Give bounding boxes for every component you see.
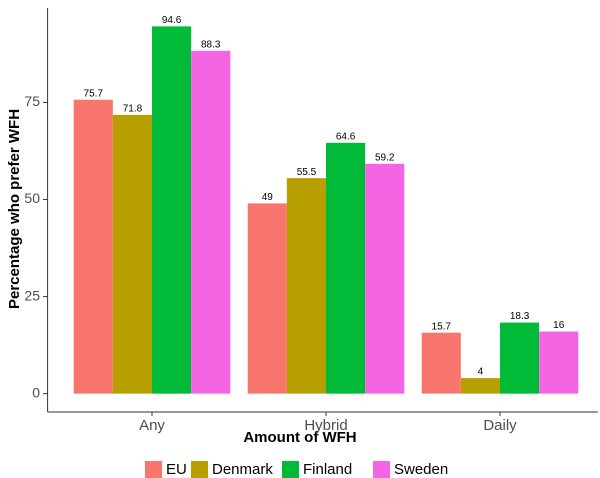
legend-label: EU: [166, 461, 187, 478]
bar: [460, 378, 500, 394]
y-tick-label: 25: [24, 287, 40, 303]
value-label: 15.7: [432, 321, 452, 332]
legend-label: Sweden: [394, 461, 448, 478]
value-label: 16: [553, 320, 565, 331]
bar: [500, 322, 540, 394]
bar: [286, 178, 326, 394]
bar: [421, 332, 461, 394]
y-axis-title: Percentage who prefer WFH: [6, 109, 23, 309]
bar: [539, 331, 579, 394]
value-label: 64.6: [336, 131, 356, 142]
legend-label: Finland: [303, 461, 352, 478]
bar: [326, 142, 366, 394]
legend-swatch: [373, 461, 390, 478]
value-label: 71.8: [123, 104, 143, 115]
value-label: 55.5: [297, 167, 317, 178]
legend-swatch: [282, 461, 299, 478]
x-tick-label: Any: [139, 417, 165, 434]
value-label: 59.2: [375, 152, 395, 163]
value-label: 49: [262, 192, 274, 203]
value-label: 4: [478, 367, 484, 378]
y-tick-label: 75: [24, 93, 40, 109]
legend-swatch: [145, 461, 162, 478]
value-label: 75.7: [84, 88, 104, 99]
bar: [191, 50, 231, 394]
x-tick-label: Hybrid: [304, 417, 347, 434]
y-tick-label: 50: [24, 190, 40, 206]
x-axis-title: Amount of WFH: [243, 429, 356, 446]
bar: [365, 163, 405, 394]
y-tick-label: 0: [32, 384, 40, 400]
bar: [112, 114, 152, 394]
bar: [152, 26, 192, 394]
value-label: 88.3: [201, 39, 221, 50]
value-label: 94.6: [162, 15, 182, 26]
legend-label: Denmark: [212, 461, 273, 478]
value-label: 18.3: [510, 311, 530, 322]
bar: [73, 99, 113, 394]
legend-swatch: [191, 461, 208, 478]
x-tick-label: Daily: [483, 417, 517, 434]
bar: [247, 203, 287, 394]
